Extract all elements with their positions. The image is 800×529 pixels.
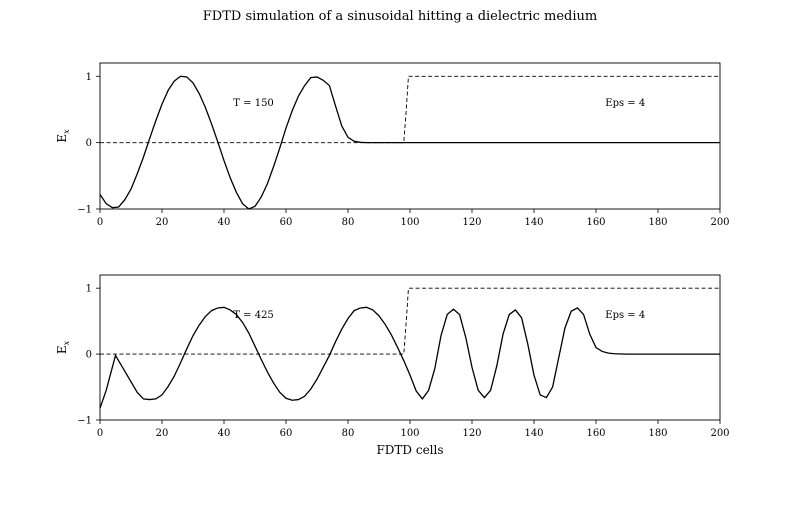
plot-frame-1	[99, 62, 721, 210]
y-tick-label: 0	[86, 350, 92, 361]
y-axis-label: Ex	[55, 129, 71, 143]
y-axis-label-main: E	[55, 134, 69, 143]
x-tick-label: 60	[280, 428, 293, 439]
annotation-eps: Eps = 4	[605, 310, 645, 321]
x-tick-label: 120	[462, 428, 481, 439]
x-tick-label: 180	[648, 217, 667, 228]
x-tick-label: 40	[218, 428, 231, 439]
x-tick-label: 140	[524, 217, 543, 228]
x-tick-label: 120	[462, 217, 481, 228]
x-tick-label: 100	[400, 428, 419, 439]
plot-frame-2	[99, 274, 721, 421]
x-tick-label: 20	[156, 217, 169, 228]
x-axis-label: FDTD cells	[376, 443, 443, 457]
x-tick-label: 80	[342, 217, 355, 228]
x-tick-label: 140	[524, 428, 543, 439]
chart-panel-2: 0 20 40 60 80 100 120 140 160 180 200 −1 0 1 Ex FDTD ce…	[55, 274, 730, 457]
y-axis-label: Ex	[55, 340, 71, 354]
annotation-eps: Eps = 4	[605, 98, 645, 109]
annotation-time: T = 150	[233, 98, 273, 109]
y-tick-label: 1	[86, 284, 92, 295]
annotation-time: T = 425	[233, 310, 273, 321]
x-tick-label: 160	[586, 428, 605, 439]
x-tick-label: 60	[280, 217, 293, 228]
x-tick-label: 0	[97, 217, 103, 228]
x-tick-label: 20	[156, 428, 169, 439]
y-tick-label: 0	[86, 138, 92, 149]
permittivity-profile-line-2	[100, 287, 720, 355]
x-tick-label: 100	[400, 217, 419, 228]
x-tick-label: 160	[586, 217, 605, 228]
x-tick-label: 200	[710, 217, 729, 228]
x-tick-label: 180	[648, 428, 667, 439]
x-tick-label: 80	[342, 428, 355, 439]
y-axis-label-sub: x	[62, 340, 71, 345]
x-tick-label: 0	[97, 428, 103, 439]
field-line-2	[99, 306, 720, 409]
permittivity-profile-line-1	[100, 75, 720, 144]
y-axis-label-sub: x	[62, 129, 71, 134]
y-tick-label: −1	[77, 416, 92, 427]
y-tick-label: −1	[77, 205, 92, 216]
chart-panel-1: 0 20 40 60 80 100 120 140 160 180 200 −1 0 1 Ex T = 150…	[55, 62, 730, 228]
x-tick-label: 200	[710, 428, 729, 439]
y-axis-label-main: E	[55, 345, 69, 354]
y-tick-label: 1	[86, 72, 92, 83]
figure-title: FDTD simulation of a sinusoidal hitting …	[203, 9, 597, 24]
x-tick-label: 40	[218, 217, 231, 228]
